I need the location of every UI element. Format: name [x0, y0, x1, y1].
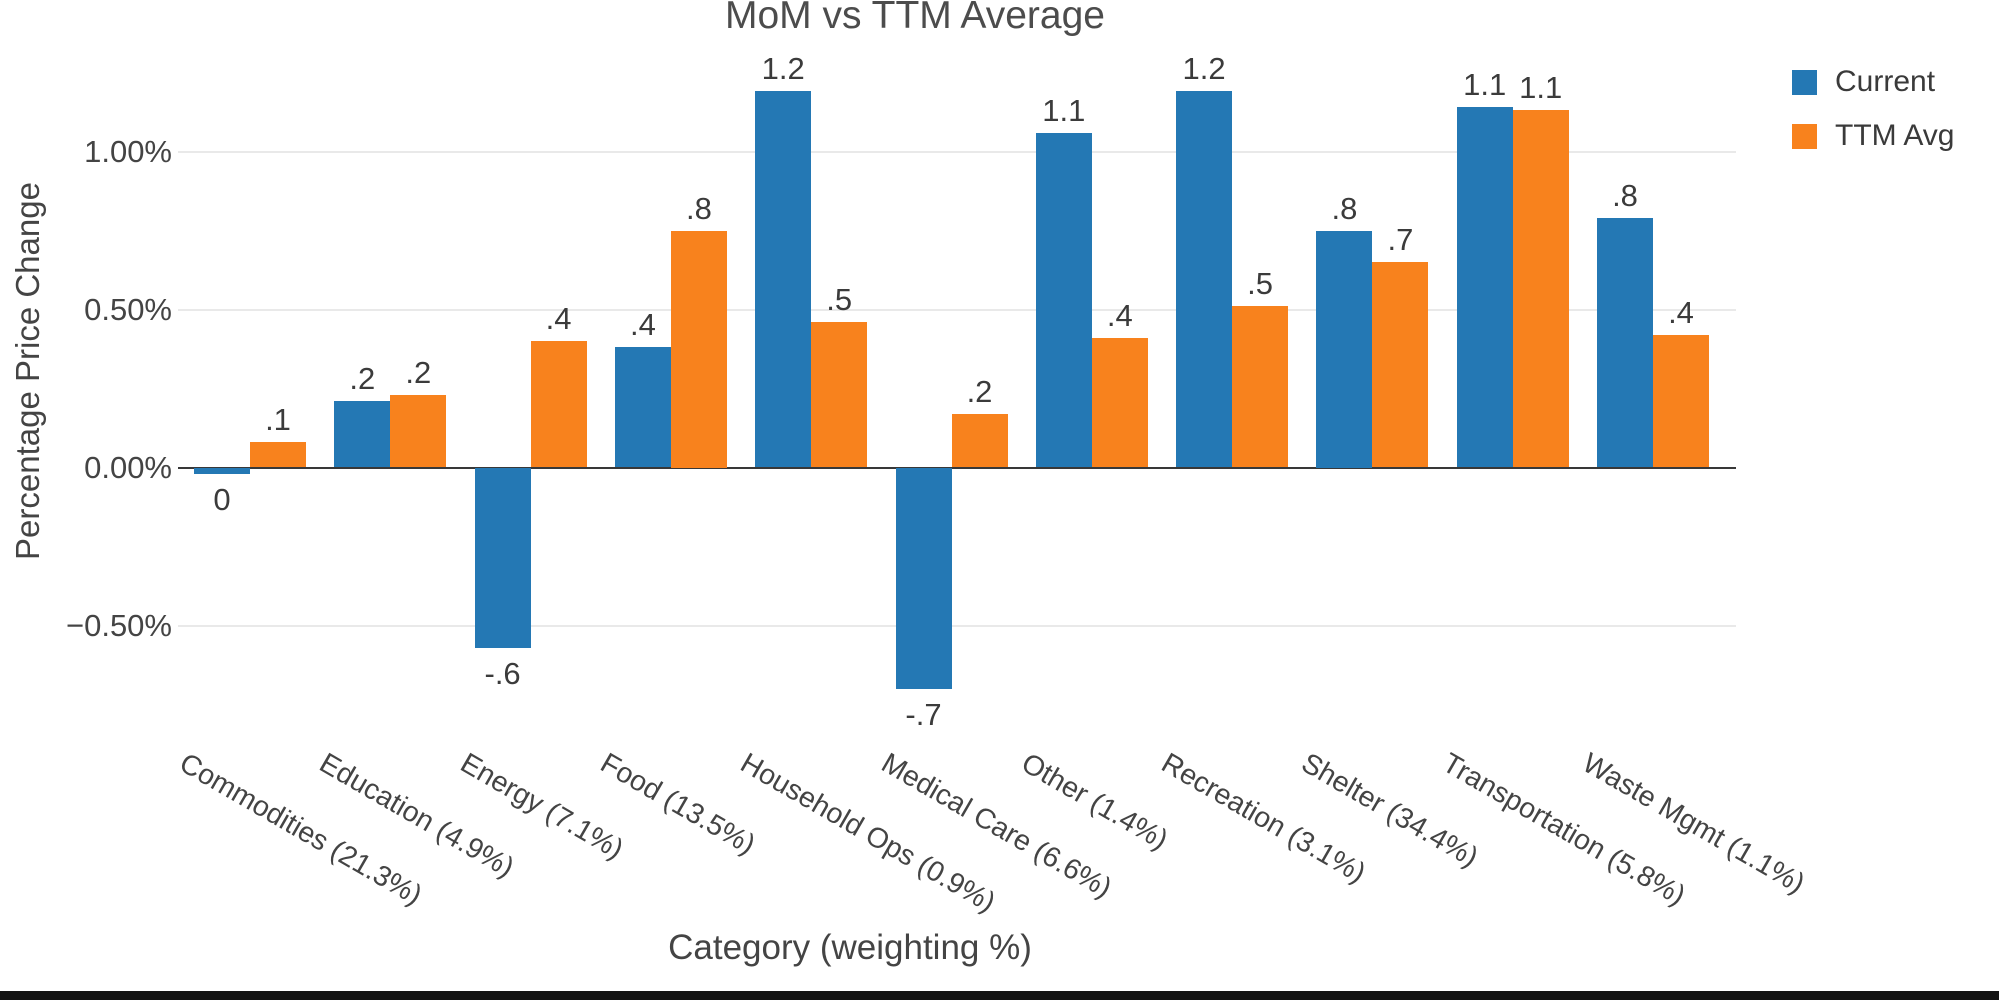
bar-value-label-ttm-avg-energy-7-1: .4	[545, 301, 572, 337]
y-tick-label-−0.50: −0.50%	[65, 607, 172, 643]
bar-value-label-current-commodities-21-3: 0	[213, 481, 231, 517]
chart-title: MoM vs TTM Average	[724, 0, 1105, 37]
bar-value-label-ttm-avg-shelter-34-4: .7	[1387, 222, 1414, 258]
y-tick-label-0.50: 0.50%	[84, 291, 172, 327]
legend-label-current: Current	[1835, 65, 1936, 98]
bar-current-other-1-4	[1035, 132, 1092, 468]
bar-value-label-ttm-avg-commodities-21-3: .1	[265, 402, 291, 438]
x-axis-title: Category (weighting %)	[668, 928, 1032, 967]
legend-item-ttm-avg[interactable]: TTM Avg	[1792, 109, 1954, 163]
bar-value-label-current-food-13-5: .4	[629, 307, 656, 343]
gridline-0.50	[178, 308, 1736, 311]
x-tick-label-commodities-21-3: Commodities (21.3%)	[174, 747, 428, 912]
bar-current-education-4-9	[334, 401, 391, 468]
bar-ttm-avg-recreation-3-1	[1232, 306, 1289, 468]
legend-swatch-current-icon	[1792, 69, 1817, 95]
bar-value-label-ttm-avg-household-ops-0-9: .5	[826, 282, 853, 318]
bar-ttm-avg-food-13-5	[670, 230, 727, 468]
window-border-bottom	[0, 991, 1999, 1000]
bar-current-food-13-5	[614, 347, 671, 468]
bar-value-label-current-recreation-3-1: 1.2	[1182, 57, 1226, 87]
bar-ttm-avg-household-ops-0-9	[811, 322, 868, 468]
y-tick-label-1.00: 1.00%	[84, 133, 172, 169]
x-axis-zero-line	[178, 466, 1736, 469]
legend-swatch-ttm-avg-icon	[1792, 123, 1817, 149]
bar-ttm-avg-commodities-21-3	[250, 442, 306, 468]
bar-ttm-avg-waste-mgmt-1-1	[1653, 334, 1709, 468]
bar-value-label-current-medical-care-6-6: -.7	[905, 696, 942, 732]
bar-value-label-current-waste-mgmt-1-1: .8	[1612, 177, 1638, 213]
y-tick-label-0.00: 0.00%	[84, 449, 172, 485]
bar-ttm-avg-medical-care-6-6	[951, 413, 1008, 468]
bar-value-label-current-transportation-5-8: 1.1	[1463, 67, 1507, 103]
bar-value-label-current-household-ops-0-9: 1.2	[761, 57, 805, 87]
legend: Current TTM Avg	[1792, 55, 1954, 163]
bar-current-transportation-5-8	[1456, 107, 1513, 468]
bar-ttm-avg-shelter-34-4	[1372, 262, 1429, 468]
x-tick-label-transportation-5-8: Transportation (5.8%)	[1436, 747, 1691, 913]
x-tick-label-household-ops-0-9: Household Ops (0.9%)	[735, 747, 1001, 919]
legend-label-ttm-avg: TTM Avg	[1835, 119, 1955, 152]
gridline-1.00	[178, 150, 1736, 153]
legend-item-current[interactable]: Current	[1792, 55, 1954, 109]
bar-value-label-ttm-avg-medical-care-6-6: .2	[966, 373, 993, 409]
bar-current-waste-mgmt-1-1	[1597, 217, 1653, 468]
bar-value-label-ttm-avg-education-4-9: .2	[405, 354, 432, 390]
bar-ttm-avg-other-1-4	[1091, 337, 1148, 468]
plot-area: 0 .2 -.6 .4 1.2 -.7 1.1 1.2 .8 1.1 .8 .1 .2 .4 .8 .5 .2.…	[178, 57, 1736, 740]
bar-value-label-ttm-avg-other-1-4: .4	[1106, 297, 1133, 333]
bar-value-label-current-other-1-4: 1.1	[1042, 92, 1086, 128]
gridline-−0.50	[178, 624, 1736, 627]
bar-ttm-avg-energy-7-1	[530, 341, 587, 468]
bar-value-label-current-education-4-9: .2	[349, 361, 376, 397]
bar-current-medical-care-6-6	[895, 467, 952, 689]
bar-current-shelter-34-4	[1316, 230, 1373, 468]
bar-value-label-ttm-avg-recreation-3-1: .5	[1247, 266, 1274, 302]
bar-ttm-avg-education-4-9	[390, 394, 447, 468]
x-tick-label-waste-mgmt-1-1: Waste Mgmt (1.1%)	[1577, 747, 1811, 901]
bar-current-recreation-3-1	[1176, 91, 1233, 468]
bar-value-label-current-energy-7-1: -.6	[484, 655, 521, 691]
bar-current-energy-7-1	[474, 467, 531, 648]
bar-value-label-ttm-avg-transportation-5-8: 1.1	[1519, 70, 1563, 106]
bar-value-label-ttm-avg-food-13-5: .8	[685, 190, 712, 226]
x-tick-label-medical-care-6-6: Medical Care (6.6%)	[875, 747, 1117, 905]
bar-ttm-avg-transportation-5-8	[1512, 110, 1569, 468]
bar-value-label-ttm-avg-waste-mgmt-1-1: .4	[1668, 294, 1694, 330]
bar-current-commodities-21-3	[194, 467, 250, 474]
bar-value-label-current-shelter-34-4: .8	[1331, 190, 1358, 226]
bar-current-household-ops-0-9	[755, 91, 812, 468]
